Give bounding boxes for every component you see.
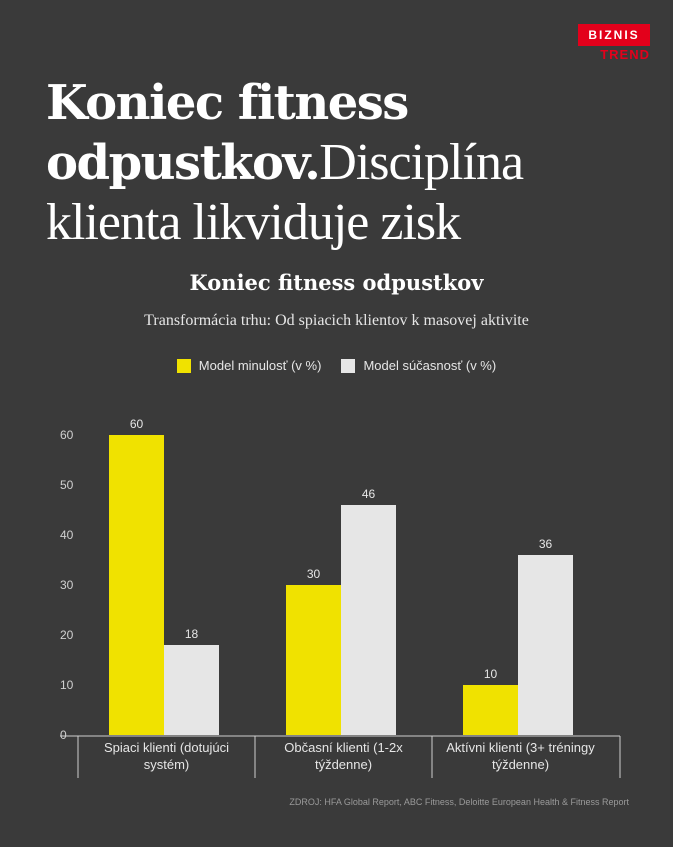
legend-swatch-past	[176, 358, 191, 373]
y-tick-label: 60	[60, 428, 74, 442]
legend-label-past: Model minulosť (v %)	[198, 358, 322, 373]
data-label: 36	[539, 537, 553, 551]
chart-subtitle: Transformácia trhu: Od spiacich klientov…	[144, 312, 529, 329]
y-tick-label: 0	[60, 728, 67, 742]
legend-swatch-present	[341, 358, 356, 373]
data-label: 46	[362, 487, 376, 501]
y-tick-label: 30	[60, 578, 74, 592]
y-tick-label: 10	[60, 678, 74, 692]
chart-legend: Model minulosť (v %) Model súčasnosť (v …	[0, 358, 673, 373]
headline: Koniec fitness odpustkov.Disciplína klie…	[46, 74, 646, 253]
headline-line3: klienta likviduje zisk	[46, 194, 461, 251]
x-tick-label: Aktívni klienti (3+ tréningy	[446, 740, 595, 755]
x-tick-label: týždenne)	[492, 757, 549, 772]
chart-title: Koniec fitness odpustkov	[189, 270, 484, 295]
bar-present	[341, 505, 396, 735]
data-label: 30	[307, 567, 321, 581]
x-tick-label: systém)	[144, 757, 190, 772]
x-tick-label: Spiaci klienti (dotujúci	[104, 740, 229, 755]
data-label: 18	[185, 627, 199, 641]
brand-logo-bottom: TREND	[600, 47, 650, 62]
x-tick-label: týždenne)	[315, 757, 372, 772]
headline-line2-bold: odpustkov.	[46, 135, 321, 191]
legend-item-past: Model minulosť (v %)	[176, 358, 322, 373]
x-tick-label: Občasní klienti (1-2x	[284, 740, 403, 755]
brand-logo: BIZNIS TREND	[578, 24, 650, 66]
source-note: ZDROJ: HFA Global Report, ABC Fitness, D…	[289, 797, 629, 807]
headline-line2-light: Disciplína	[319, 134, 524, 191]
legend-label-present: Model súčasnosť (v %)	[363, 358, 497, 373]
bar-past	[286, 585, 341, 735]
bar-past	[109, 435, 164, 735]
data-label: 10	[484, 667, 498, 681]
brand-logo-top: BIZNIS	[578, 24, 650, 46]
headline-line1: Koniec fitness	[46, 75, 409, 131]
y-tick-label: 50	[60, 478, 74, 492]
bar-past	[463, 685, 518, 735]
bar-present	[518, 555, 573, 735]
data-label: 60	[130, 417, 144, 431]
y-tick-label: 20	[60, 628, 74, 642]
y-tick-label: 40	[60, 528, 74, 542]
bar-present	[164, 645, 219, 735]
legend-item-present: Model súčasnosť (v %)	[341, 358, 496, 373]
